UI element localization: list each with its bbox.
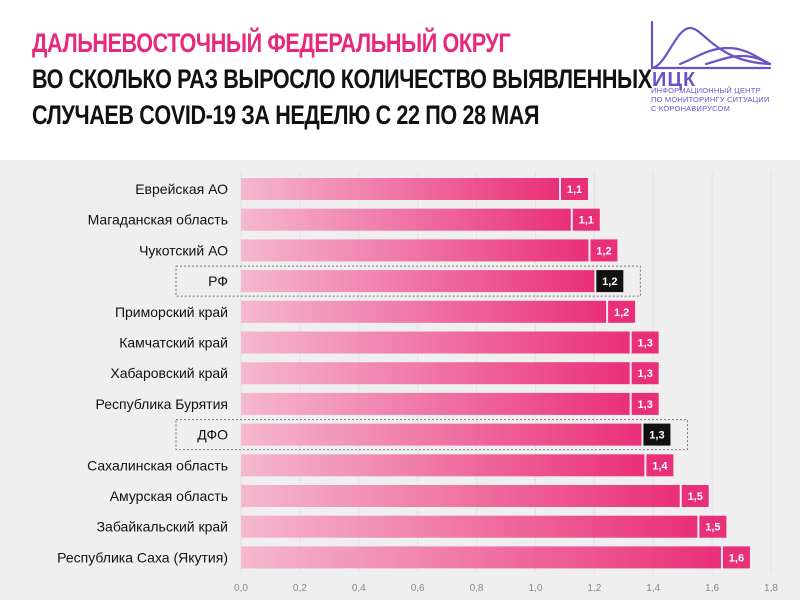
value-label: 1,2 xyxy=(596,245,611,257)
title-line-3: СЛУЧАЕВ COVID-19 ЗА НЕДЕЛЮ С 22 ПО 28 МА… xyxy=(32,100,540,130)
value-label: 1,3 xyxy=(638,368,653,380)
category-label: Еврейская АО xyxy=(135,181,228,197)
value-label: 1,3 xyxy=(638,399,653,411)
logo-caption-line-1: ИНФОРМАЦИОННЫЙ ЦЕНТР xyxy=(651,86,761,95)
bar-chart: Еврейская АО 1,1 Магаданская область 1,1 Чук… xyxy=(57,172,778,594)
value-label-bg xyxy=(722,546,750,569)
x-tick-label: 0,6 xyxy=(411,583,425,594)
highlight-box xyxy=(175,265,641,297)
category-label: Камчатский край xyxy=(119,335,228,351)
category-label: Магаданская область xyxy=(88,212,228,228)
logo-caption: ИНФОРМАЦИОННЫЙ ЦЕНТР ПО МОНИТОРИНГУ СИТУ… xyxy=(651,86,770,113)
value-label-bg xyxy=(643,423,671,446)
header: ДАЛЬНЕВОСТОЧНЫЙ ФЕДЕРАЛЬНЫЙ ОКРУГ ВО СКО… xyxy=(0,0,800,160)
value-label-bg xyxy=(681,485,709,507)
x-tick-label: 1,4 xyxy=(646,583,660,594)
category-label: Сахалинская область xyxy=(87,457,228,473)
x-tick-label: 1,8 xyxy=(764,583,778,594)
logo-caption-line-3: С КОРОНАВИРУСОМ xyxy=(651,104,731,113)
value-label: 1,2 xyxy=(602,276,617,288)
value-label: 1,1 xyxy=(567,184,582,196)
x-tick-label: 1,6 xyxy=(705,583,719,594)
category-label: Хабаровский край xyxy=(110,365,228,381)
value-label-bg xyxy=(646,454,674,477)
x-axis-ticks: 0,0 0,2 0,4 0,6 0,8 1,0 1,2 1,4 1,6 1,8 xyxy=(234,583,778,594)
value-label: 1,3 xyxy=(638,338,653,350)
value-label: 1,3 xyxy=(649,430,664,442)
value-label-bg xyxy=(631,392,659,415)
value-label: 1,5 xyxy=(705,522,720,534)
title-line-1: ДАЛЬНЕВОСТОЧНЫЙ ФЕДЕРАЛЬНЫЙ ОКРУГ xyxy=(32,28,511,58)
value-label: 1,4 xyxy=(652,460,668,472)
bar xyxy=(241,546,721,569)
value-label-bg xyxy=(572,208,600,231)
category-label: Республика Бурятия xyxy=(96,396,228,412)
value-label-bg xyxy=(699,515,727,538)
bar xyxy=(241,331,630,354)
bar xyxy=(241,423,642,446)
bar xyxy=(241,178,559,200)
bar xyxy=(241,454,645,477)
x-tick-label: 0,2 xyxy=(293,583,307,594)
bar xyxy=(241,392,630,415)
value-label: 1,2 xyxy=(614,307,629,319)
category-label: Чукотский АО xyxy=(139,242,228,258)
icc-logo-icon: ИЦК xyxy=(650,20,772,91)
value-label-bg xyxy=(631,362,659,385)
value-label-bg xyxy=(608,300,636,323)
chart-area: Еврейская АО 1,1 Магаданская область 1,1 Чук… xyxy=(0,160,800,600)
category-label: ДФО xyxy=(197,427,228,443)
category-label: Забайкальский край xyxy=(97,519,228,535)
bar xyxy=(241,515,698,538)
bar xyxy=(241,300,607,323)
bar xyxy=(241,485,680,507)
category-label: Амурская область xyxy=(110,488,228,504)
category-label: Приморский край xyxy=(115,304,228,320)
x-tick-label: 0,8 xyxy=(470,583,484,594)
x-tick-label: 1,0 xyxy=(528,583,542,594)
value-label: 1,6 xyxy=(729,552,744,564)
bar xyxy=(241,208,571,231)
x-tick-label: 0,4 xyxy=(352,583,366,594)
value-label-bg xyxy=(561,178,588,200)
title-line-2: ВО СКОЛЬКО РАЗ ВЫРОСЛО КОЛИЧЕСТВО ВЫЯВЛЕ… xyxy=(32,64,652,94)
bars: Еврейская АО 1,1 Магаданская область 1,1 Чук… xyxy=(57,178,750,569)
bar xyxy=(241,270,595,293)
value-label: 1,1 xyxy=(579,215,594,227)
value-label: 1,5 xyxy=(688,491,703,503)
x-tick-label: 1,2 xyxy=(587,583,601,594)
category-label: Республика Саха (Якутия) xyxy=(57,549,228,565)
value-label-bg xyxy=(596,270,624,293)
bar xyxy=(241,362,630,385)
category-label: РФ xyxy=(208,273,228,289)
x-tick-label: 0,0 xyxy=(234,583,248,594)
bar xyxy=(241,239,589,262)
highlight-box xyxy=(175,419,688,451)
logo-name: ИЦК xyxy=(652,69,696,91)
logo-caption-line-2: ПО МОНИТОРИНГУ СИТУАЦИИ xyxy=(651,95,770,104)
value-label-bg xyxy=(631,331,659,354)
value-label-bg xyxy=(590,239,618,262)
